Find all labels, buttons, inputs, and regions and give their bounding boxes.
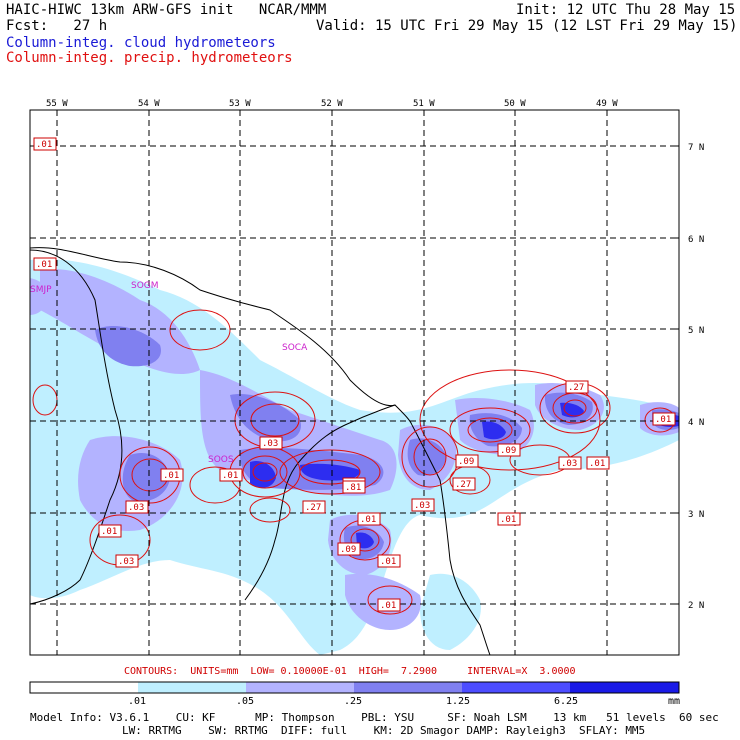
contour-label: .01: [655, 415, 671, 425]
contour-label-box: [558, 456, 582, 470]
title-left: HAIC-HIWC 13km ARW-GFS init NCAR/MMM: [6, 2, 327, 18]
station-labels: SMJP SOCA SOGM SOOS: [30, 281, 308, 465]
lon-label: 51 W: [413, 99, 435, 109]
contour-label-box: [33, 257, 57, 271]
colorbar-bin: [30, 682, 138, 693]
cloud-core-shading: [250, 402, 679, 549]
contour-label: .09: [458, 457, 474, 467]
station-label: SOGM: [131, 281, 159, 291]
contour-label: .01: [36, 260, 52, 270]
contour-label-box: [302, 500, 326, 514]
contour-label: .01: [36, 140, 52, 150]
colorbar-bin: [462, 682, 570, 693]
contour-label-box: [586, 456, 610, 470]
contour-label: .01: [163, 471, 179, 481]
colorbar-tick: 6.25: [554, 696, 578, 707]
colorbar-bin: [246, 682, 354, 693]
contour-label-box: [219, 468, 243, 482]
lon-label: 52 W: [321, 99, 343, 109]
station-label: SMJP: [30, 285, 52, 295]
colorbar-tick: .05: [236, 696, 254, 707]
lat-label: 3 N: [688, 510, 704, 520]
contour-label-box: [652, 412, 676, 426]
contour-label-box: [115, 554, 139, 568]
contour-label-box: [342, 480, 366, 494]
forecast-hour: Fcst: 27 h: [6, 18, 108, 34]
lat-label: 2 N: [688, 601, 704, 611]
colorbar-units: mm: [668, 696, 680, 707]
contour-label: .03: [262, 439, 278, 449]
contour-label: .03: [128, 503, 144, 513]
contour-label: .01: [222, 471, 238, 481]
contour-label: .03: [118, 557, 134, 567]
init-time: Init: 12 UTC Thu 28 May 15: [516, 2, 736, 18]
lat-labels: 7 N 6 N 5 N 4 N 3 N 2 N: [688, 143, 704, 611]
lon-label: 54 W: [138, 99, 160, 109]
contour-label-box: [377, 554, 401, 568]
colorbar-bin: [138, 682, 246, 693]
contour-label-box: [497, 443, 521, 457]
contour-label-box: [455, 454, 479, 468]
cloud-field-label: Column-integ. cloud hydrometeors: [6, 35, 276, 51]
station-label: SOOS: [208, 455, 234, 465]
contour-label: .03: [561, 459, 577, 469]
contour-label-box: [411, 498, 435, 512]
lon-label: 53 W: [229, 99, 251, 109]
contour-label: .81: [345, 483, 361, 493]
contour-info: CONTOURS: UNITS=mm LOW= 0.10000E-01 HIGH…: [124, 666, 576, 677]
contour-label: .09: [340, 545, 356, 555]
valid-time: Valid: 15 UTC Fri 29 May 15 (12 LST Fri …: [316, 18, 738, 34]
contour-label: .09: [500, 446, 516, 456]
contour-label: .27: [455, 480, 471, 490]
lon-labels: 55 W 54 W 53 W 52 W 51 W 50 W 49 W: [46, 99, 618, 109]
contour-labels: .01 .01 .01 .03 .01 .03 .01 .03 .01 .27 .09 .81 .27.…: [33, 137, 676, 612]
station-label: SOCA: [282, 343, 308, 353]
lat-label: 5 N: [688, 326, 704, 336]
colorbar-tick: .01: [128, 696, 146, 707]
lon-label: 50 W: [504, 99, 526, 109]
axis-ticks: [56, 110, 679, 605]
lon-label: 49 W: [596, 99, 618, 109]
colorbar-tick: .25: [344, 696, 362, 707]
contour-label: .01: [380, 557, 396, 567]
map-frame: [29, 109, 680, 656]
contour-label-box: [357, 512, 381, 526]
contour-label-box: [98, 524, 122, 538]
coastlines: [30, 247, 491, 655]
contour-label-box: [565, 380, 589, 394]
lat-label: 6 N: [688, 235, 704, 245]
model-info-line2: LW: RRTMG SW: RRTMG DIFF: full KM: 2D Sm…: [122, 724, 646, 737]
contour-label-box: [377, 598, 401, 612]
contour-label: .27: [305, 503, 321, 513]
contour-label: .27: [568, 383, 584, 393]
contour-label-box: [497, 512, 521, 526]
latlon-grid: [30, 110, 679, 655]
contour-label-box: [125, 500, 149, 514]
contour-label-box: [160, 468, 184, 482]
contour-label: .03: [414, 501, 430, 511]
model-info-line1: Model Info: V3.6.1 CU: KF MP: Thompson P…: [30, 711, 719, 724]
lon-label: 55 W: [46, 99, 68, 109]
contour-label: .01: [101, 527, 117, 537]
precip-field-label: Column-integ. precip. hydrometeors: [6, 50, 293, 66]
colorbar-bin: [354, 682, 462, 693]
lat-label: 7 N: [688, 143, 704, 153]
colorbar: .01 .05 .25 1.25 6.25 mm: [29, 681, 680, 707]
colorbar-tick: 1.25: [446, 696, 470, 707]
contour-label-box: [452, 477, 476, 491]
contour-label: .01: [500, 515, 516, 525]
contour-label: .01: [360, 515, 376, 525]
contour-label: .01: [380, 601, 396, 611]
colorbar-bin: [570, 682, 679, 693]
contour-label-box: [337, 542, 361, 556]
contour-label-box: [259, 436, 283, 450]
contour-label: .01: [589, 459, 605, 469]
lat-label: 4 N: [688, 418, 704, 428]
contour-label-box: [33, 137, 57, 151]
